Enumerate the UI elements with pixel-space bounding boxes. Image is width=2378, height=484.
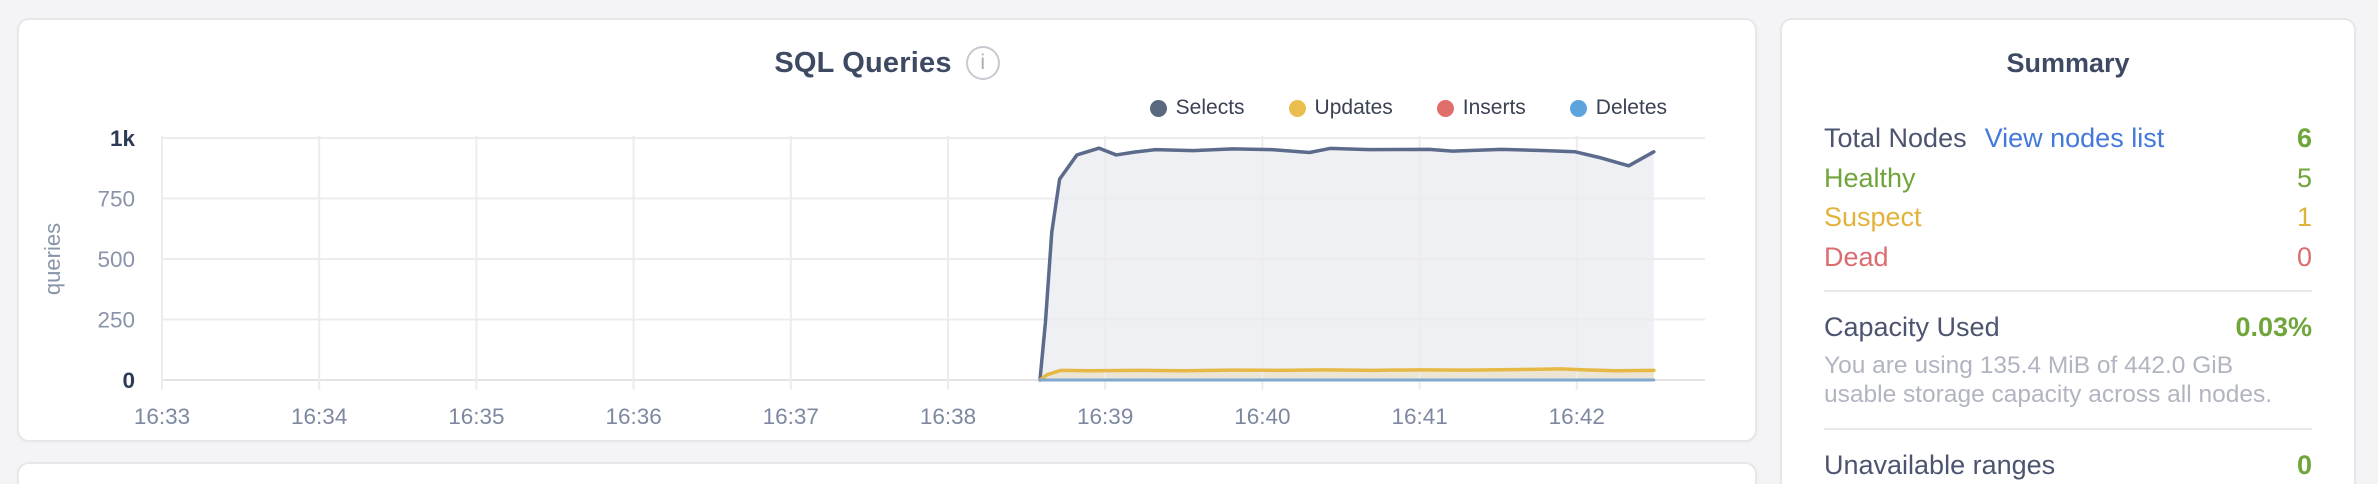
legend-label: Deletes <box>1595 96 1667 119</box>
svg-text:queries: queries <box>40 223 65 295</box>
suspect-label: Suspect <box>1824 202 1922 232</box>
deletes-dot-icon <box>1569 99 1587 117</box>
dead-label: Dead <box>1824 241 1889 272</box>
svg-text:1k: 1k <box>110 126 136 151</box>
unavailable-ranges-row: Unavailable ranges 0 <box>1824 446 2312 484</box>
svg-text:16:36: 16:36 <box>605 404 661 429</box>
sql-queries-card: SQL Queries i Selects Updates Inserts De… <box>17 18 1757 442</box>
healthy-nodes-row: Healthy 5 <box>1824 159 2312 199</box>
info-icon[interactable]: i <box>965 46 1000 80</box>
svg-text:0: 0 <box>122 368 135 393</box>
svg-text:16:42: 16:42 <box>1549 404 1605 429</box>
view-nodes-list-link[interactable]: View nodes list <box>1984 123 2165 153</box>
divider <box>1824 290 2312 292</box>
capacity-description: You are using 135.4 MiB of 442.0 GiB usa… <box>1824 351 2273 409</box>
next-chart-card <box>17 462 1757 484</box>
suspect-value: 1 <box>2296 202 2312 232</box>
sql-queries-chart[interactable]: 0 250 500 750 1k 16:33 16:34 16:35 16:36 16:37 16:… <box>19 20 1759 444</box>
inserts-dot-icon <box>1436 99 1454 117</box>
divider <box>1824 427 2312 430</box>
svg-text:16:35: 16:35 <box>448 404 504 429</box>
svg-text:250: 250 <box>97 308 135 333</box>
updates-dot-icon <box>1288 99 1306 117</box>
chart-title: SQL Queries <box>774 46 952 79</box>
unavailable-ranges-label: Unavailable ranges <box>1824 449 2056 480</box>
healthy-value: 5 <box>2296 162 2312 193</box>
selects-dot-icon <box>1149 99 1167 117</box>
svg-text:16:34: 16:34 <box>291 404 347 429</box>
legend-item-inserts[interactable]: Inserts <box>1436 96 1526 120</box>
total-nodes-label: Total Nodes <box>1824 123 1967 153</box>
legend-label: Inserts <box>1462 96 1526 119</box>
svg-text:16:39: 16:39 <box>1077 404 1133 429</box>
dead-value: 0 <box>2296 241 2312 272</box>
svg-text:16:38: 16:38 <box>920 404 976 429</box>
unavailable-ranges-value: 0 <box>2296 449 2312 480</box>
summary-panel: Summary Total Nodes View nodes list 6 He… <box>1780 18 2356 484</box>
total-nodes-row: Total Nodes View nodes list 6 <box>1824 119 2312 159</box>
svg-text:16:40: 16:40 <box>1234 404 1290 429</box>
svg-text:500: 500 <box>97 247 135 272</box>
legend-item-updates[interactable]: Updates <box>1288 96 1393 120</box>
capacity-used-value: 0.03% <box>2235 312 2312 342</box>
svg-text:750: 750 <box>97 187 135 212</box>
chart-legend: Selects Updates Inserts Deletes <box>1149 96 1667 120</box>
total-nodes-value: 6 <box>2296 123 2312 153</box>
legend-label: Selects <box>1175 96 1245 119</box>
capacity-used-label: Capacity Used <box>1824 312 2000 342</box>
node-status-rows: Total Nodes View nodes list 6 Healthy 5 … <box>1824 119 2312 277</box>
chart-title-row: SQL Queries i <box>19 46 1755 80</box>
suspect-nodes-row: Suspect 1 <box>1824 198 2312 238</box>
svg-text:16:41: 16:41 <box>1391 404 1447 429</box>
svg-text:16:37: 16:37 <box>763 404 819 429</box>
dead-nodes-row: Dead 0 <box>1824 238 2312 278</box>
legend-label: Updates <box>1314 96 1393 119</box>
legend-item-deletes[interactable]: Deletes <box>1569 96 1667 120</box>
summary-title: Summary <box>2006 48 2130 78</box>
legend-item-selects[interactable]: Selects <box>1149 96 1245 120</box>
svg-text:16:33: 16:33 <box>134 404 190 429</box>
healthy-label: Healthy <box>1824 162 1916 193</box>
capacity-used-row: Capacity Used 0.03% <box>1824 308 2312 348</box>
